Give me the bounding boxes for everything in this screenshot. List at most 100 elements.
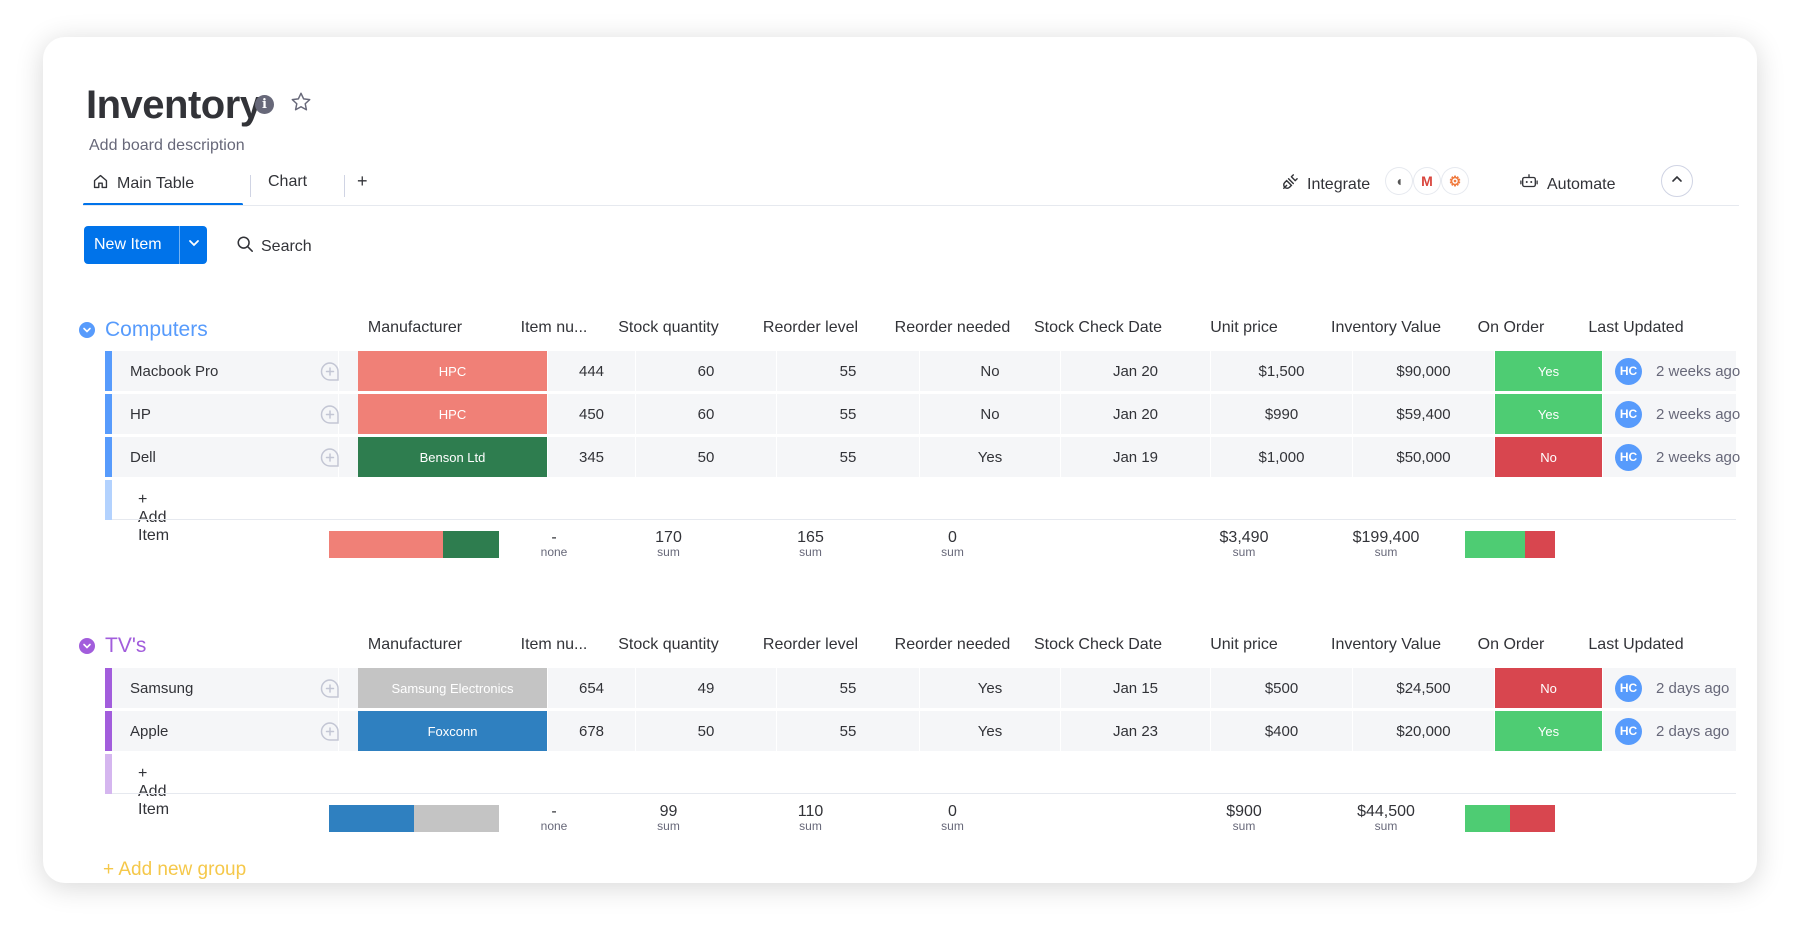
automate-button[interactable]: Automate (1519, 173, 1615, 196)
chevron-down-icon[interactable] (79, 638, 95, 654)
collapse-header-button[interactable] (1661, 165, 1693, 197)
stock-check-date-cell[interactable]: Jan 20 (1061, 394, 1211, 434)
group-title[interactable]: TV's (105, 634, 147, 657)
unit-price-cell[interactable]: $500 (1211, 668, 1353, 708)
column-header-reorder-level[interactable]: Reorder level (762, 636, 859, 653)
group-header-computers[interactable]: Computers (79, 318, 208, 342)
reorder-needed-cell[interactable]: Yes (920, 437, 1061, 477)
column-header-item-number[interactable]: Item nu... (520, 319, 588, 336)
column-header-on-order[interactable]: On Order (1477, 636, 1545, 653)
stock-check-date-cell[interactable]: Jan 19 (1061, 437, 1211, 477)
avatar[interactable]: HC (1615, 357, 1642, 385)
add-view-button[interactable]: + (357, 171, 368, 191)
hubspot-logo-icon[interactable]: ⚙ (1442, 168, 1468, 194)
avatar[interactable]: HC (1615, 400, 1642, 428)
column-header-on-order[interactable]: On Order (1477, 319, 1545, 336)
stock-check-date-cell[interactable]: Jan 20 (1061, 351, 1211, 391)
reorder-needed-cell[interactable]: No (920, 351, 1061, 391)
manufacturer-status[interactable]: Samsung Electronics (358, 668, 548, 708)
board-description[interactable]: Add board description (89, 137, 245, 154)
reorder-needed-cell[interactable]: Yes (920, 668, 1061, 708)
reorder-level-cell[interactable]: 55 (777, 668, 920, 708)
manufacturer-summary-bar[interactable] (329, 531, 499, 558)
item-number-cell[interactable]: 450 (548, 394, 636, 434)
inventory-value-cell[interactable]: $90,000 (1353, 351, 1495, 391)
last-updated-cell[interactable]: HC 2 days ago (1603, 668, 1749, 708)
on-order-status[interactable]: Yes (1495, 711, 1603, 751)
column-header-unit-price[interactable]: Unit price (1210, 636, 1278, 653)
reorder-level-cell[interactable]: 55 (777, 711, 920, 751)
add-update-icon[interactable] (319, 678, 339, 698)
tab-chart[interactable]: Chart (268, 173, 307, 191)
inventory-value-cell[interactable]: $50,000 (1353, 437, 1495, 477)
column-header-last-updated[interactable]: Last Updated (1588, 636, 1684, 653)
column-header-inventory-value[interactable]: Inventory Value (1331, 319, 1441, 336)
item-name-cell[interactable]: Apple (112, 711, 339, 751)
column-header-stock-check-date[interactable]: Stock Check Date (1033, 319, 1163, 336)
reorder-needed-cell[interactable]: Yes (920, 711, 1061, 751)
stock-check-date-cell[interactable]: Jan 23 (1061, 711, 1211, 751)
column-header-manufacturer[interactable]: Manufacturer (367, 636, 463, 653)
manufacturer-summary-bar[interactable] (329, 805, 499, 832)
board-title[interactable]: Inventory (86, 83, 262, 127)
stock-quantity-cell[interactable]: 60 (636, 394, 777, 434)
column-header-stock-check-date[interactable]: Stock Check Date (1033, 636, 1163, 653)
manufacturer-status[interactable]: HPC (358, 394, 548, 434)
on-order-summary-bar[interactable] (1465, 531, 1555, 558)
unit-price-cell[interactable]: $1,500 (1211, 351, 1353, 391)
new-item-button[interactable]: New Item (84, 226, 207, 264)
reorder-level-cell[interactable]: 55 (777, 394, 920, 434)
column-header-inventory-value[interactable]: Inventory Value (1331, 636, 1441, 653)
inventory-value-cell[interactable]: $24,500 (1353, 668, 1495, 708)
add-update-icon[interactable] (319, 721, 339, 741)
manufacturer-status[interactable]: Foxconn (358, 711, 548, 751)
unit-price-cell[interactable]: $1,000 (1211, 437, 1353, 477)
item-name-cell[interactable]: HP (112, 394, 339, 434)
new-item-dropdown-button[interactable] (179, 226, 207, 264)
column-header-stock-quantity[interactable]: Stock quantity (618, 319, 719, 336)
add-update-icon[interactable] (319, 361, 339, 381)
add-update-icon[interactable] (319, 404, 339, 424)
column-header-reorder-needed[interactable]: Reorder needed (894, 319, 1011, 336)
column-header-unit-price[interactable]: Unit price (1210, 319, 1278, 336)
search-button[interactable]: Search (236, 235, 312, 258)
item-number-cell[interactable]: 444 (548, 351, 636, 391)
integrate-button[interactable]: Integrate (1280, 173, 1370, 197)
item-number-cell[interactable]: 654 (548, 668, 636, 708)
stock-quantity-cell[interactable]: 50 (636, 711, 777, 751)
stock-check-date-cell[interactable]: Jan 15 (1061, 668, 1211, 708)
add-new-group-button[interactable]: + Add new group (103, 859, 247, 880)
column-header-manufacturer[interactable]: Manufacturer (367, 319, 463, 336)
tab-main-table[interactable]: Main Table (92, 173, 194, 195)
on-order-status[interactable]: No (1495, 437, 1603, 477)
on-order-status[interactable]: Yes (1495, 351, 1603, 391)
info-icon[interactable]: i (255, 95, 274, 114)
add-item-input[interactable]: + Add Item (138, 491, 170, 544)
on-order-status[interactable]: No (1495, 668, 1603, 708)
last-updated-cell[interactable]: HC 2 weeks ago (1603, 351, 1749, 391)
manufacturer-status[interactable]: Benson Ltd (358, 437, 548, 477)
stock-quantity-cell[interactable]: 49 (636, 668, 777, 708)
reorder-needed-cell[interactable]: No (920, 394, 1061, 434)
on-order-summary-bar[interactable] (1465, 805, 1555, 832)
reorder-level-cell[interactable]: 55 (777, 351, 920, 391)
reorder-level-cell[interactable]: 55 (777, 437, 920, 477)
avatar[interactable]: HC (1615, 717, 1642, 745)
column-header-stock-quantity[interactable]: Stock quantity (618, 636, 719, 653)
add-update-icon[interactable] (319, 447, 339, 467)
column-header-reorder-needed[interactable]: Reorder needed (894, 636, 1011, 653)
item-number-cell[interactable]: 345 (548, 437, 636, 477)
last-updated-cell[interactable]: HC 2 weeks ago (1603, 437, 1749, 477)
integration-logo-icon[interactable]: ◖ (1386, 168, 1412, 194)
avatar[interactable]: HC (1615, 674, 1642, 702)
column-header-last-updated[interactable]: Last Updated (1588, 319, 1684, 336)
group-header-tvs[interactable]: TV's (79, 634, 146, 658)
last-updated-cell[interactable]: HC 2 weeks ago (1603, 394, 1749, 434)
item-name-cell[interactable]: Dell (112, 437, 339, 477)
unit-price-cell[interactable]: $400 (1211, 711, 1353, 751)
avatar[interactable]: HC (1615, 443, 1642, 471)
gmail-logo-icon[interactable]: M (1414, 168, 1440, 194)
unit-price-cell[interactable]: $990 (1211, 394, 1353, 434)
star-icon[interactable] (290, 91, 312, 118)
item-name-cell[interactable]: Macbook Pro (112, 351, 339, 391)
